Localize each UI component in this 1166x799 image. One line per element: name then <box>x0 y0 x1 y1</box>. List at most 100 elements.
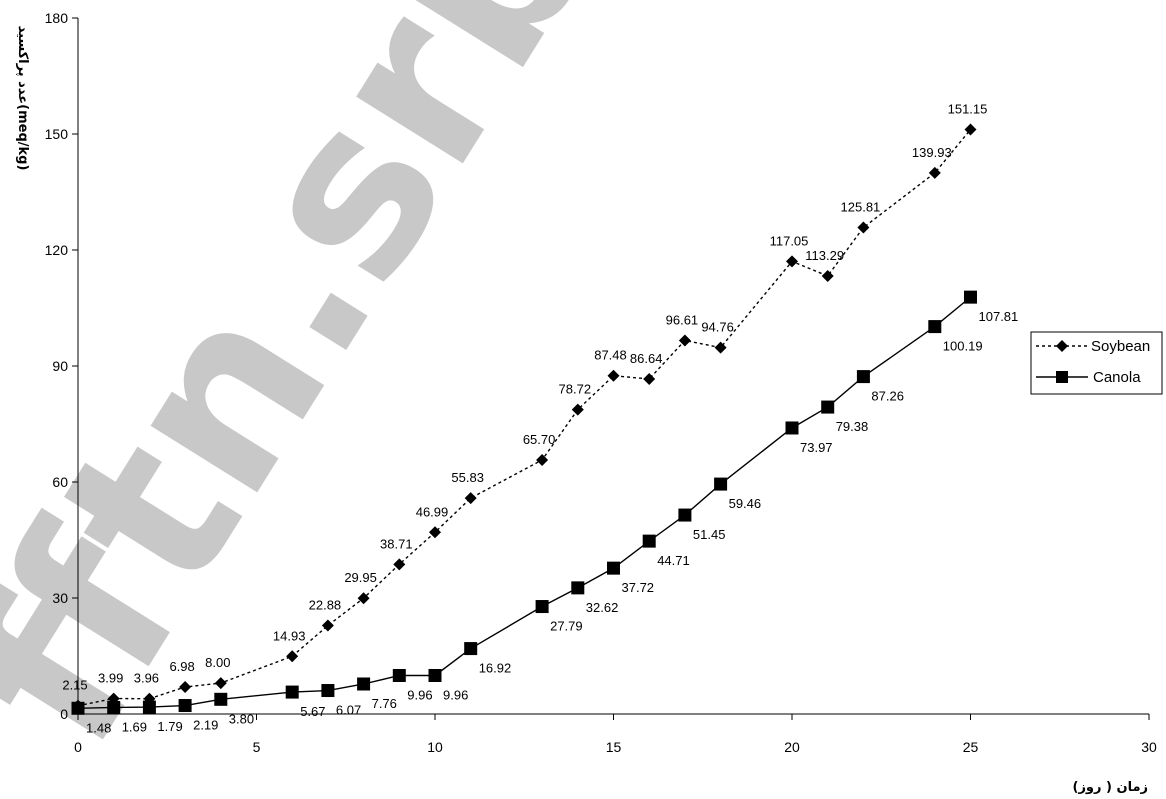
soybean-point <box>857 221 870 234</box>
soybean-point <box>786 255 798 268</box>
canola-data-label: 1.79 <box>157 719 182 734</box>
legend-soybean-marker <box>1056 340 1068 352</box>
soybean-data-label: 65.70 <box>523 432 556 447</box>
x-tick-label: 20 <box>784 739 800 755</box>
x-tick-label: 15 <box>606 739 622 755</box>
canola-point <box>571 581 585 595</box>
canola-point <box>357 677 371 691</box>
soybean-point <box>643 372 656 385</box>
x-tick-label: 25 <box>963 739 979 755</box>
canola-point <box>428 668 442 682</box>
soybean-point <box>607 369 620 382</box>
y-tick-label: 120 <box>45 242 69 258</box>
soybean-data-label: 38.71 <box>380 536 413 551</box>
soybean-data-label: 29.95 <box>344 570 377 585</box>
soybean-point <box>571 403 584 416</box>
soybean-data-label: 3.99 <box>98 671 123 686</box>
soybean-series-line <box>77 129 972 707</box>
soybean-point <box>464 492 477 505</box>
canola-data-label: 2.19 <box>193 718 218 733</box>
soybean-data-label: 151.15 <box>948 102 988 117</box>
canola-data-label: 6.07 <box>336 703 361 718</box>
soybean-data-label: 87.48 <box>594 348 627 363</box>
canola-data-label: 7.76 <box>372 696 397 711</box>
soybean-data-label: 139.93 <box>912 145 952 160</box>
canola-point <box>856 370 870 384</box>
soybean-data-label: 78.72 <box>559 382 592 397</box>
soybean-point <box>928 166 941 179</box>
x-tick-label: 30 <box>1141 739 1157 755</box>
canola-point <box>321 684 335 698</box>
legend-canola-label: Canola <box>1093 369 1141 386</box>
series-layer <box>71 123 977 715</box>
canola-data-label: 79.38 <box>836 419 869 434</box>
soybean-point <box>678 334 691 347</box>
soybean-point <box>214 677 227 690</box>
soybean-data-label: 94.76 <box>701 320 734 335</box>
soybean-data-label: 117.05 <box>770 233 809 248</box>
canola-data-label: 1.69 <box>122 719 147 734</box>
y-tick-label: 90 <box>52 358 68 374</box>
y-tick-label: 60 <box>52 474 68 490</box>
canola-point <box>928 320 942 334</box>
soybean-data-label: 125.81 <box>841 200 881 215</box>
canola-point <box>821 400 835 414</box>
canola-data-label: 9.96 <box>443 687 468 702</box>
y-axis-title: عدد پراکسید(meq/kg) <box>15 26 30 171</box>
canola-data-label: 32.62 <box>586 600 619 615</box>
legend-item-soybean: Soybean <box>1036 338 1150 355</box>
canola-data-label: 9.96 <box>407 687 432 702</box>
soybean-point <box>357 592 370 605</box>
legend-item-canola: Canola <box>1036 369 1141 386</box>
canola-data-label: 5.67 <box>300 704 325 719</box>
canola-point <box>392 668 406 682</box>
soybean-point <box>821 269 834 282</box>
soybean-data-label: 2.15 <box>62 678 87 693</box>
soybean-point <box>714 341 727 354</box>
soybean-point <box>429 526 441 539</box>
canola-series-line <box>77 296 971 709</box>
canola-data-label: 16.92 <box>479 661 512 676</box>
x-tick-label: 10 <box>427 739 443 755</box>
canola-point <box>178 699 192 713</box>
canola-point <box>214 692 228 706</box>
canola-point <box>785 421 799 435</box>
soybean-data-label: 86.64 <box>630 351 663 366</box>
soybean-data-label: 96.61 <box>666 312 699 327</box>
canola-point <box>285 685 299 699</box>
canola-point <box>678 508 692 522</box>
x-tick-label: 5 <box>253 739 261 755</box>
canola-data-label: 3.80 <box>229 711 254 726</box>
soybean-data-label: 14.93 <box>273 628 306 643</box>
canola-data-label: 1.48 <box>86 720 111 735</box>
canola-point <box>107 700 121 714</box>
canola-data-label: 73.97 <box>800 440 833 455</box>
soybean-point <box>179 681 192 694</box>
soybean-data-label: 55.83 <box>451 470 484 485</box>
soybean-data-label: 22.88 <box>309 598 342 613</box>
legend-soybean-label: Soybean <box>1091 338 1150 355</box>
soybean-data-label: 6.98 <box>169 659 194 674</box>
soybean-point <box>286 650 299 663</box>
canola-point <box>607 561 620 575</box>
canola-point <box>642 534 656 548</box>
canola-point <box>535 600 549 614</box>
soybean-point <box>536 453 549 466</box>
soybean-data-label: 113.29 <box>805 248 844 263</box>
y-tick-label: 0 <box>60 706 68 722</box>
y-tick-label: 180 <box>45 10 69 26</box>
canola-data-label: 44.71 <box>657 553 690 568</box>
y-tick-label: 150 <box>45 126 69 142</box>
canola-point <box>714 477 728 491</box>
canola-point <box>142 700 156 714</box>
x-axis-title: زمان ( روز) <box>1073 780 1149 795</box>
y-ticks: 0 30 60 90 120 150 180 <box>45 10 78 722</box>
canola-data-label: 87.26 <box>871 389 904 404</box>
canola-data-label: 37.72 <box>622 580 655 595</box>
soybean-point <box>393 558 406 571</box>
legend-box <box>1030 331 1163 395</box>
canola-data-label: 107.81 <box>979 309 1019 324</box>
soybean-point <box>321 619 334 632</box>
